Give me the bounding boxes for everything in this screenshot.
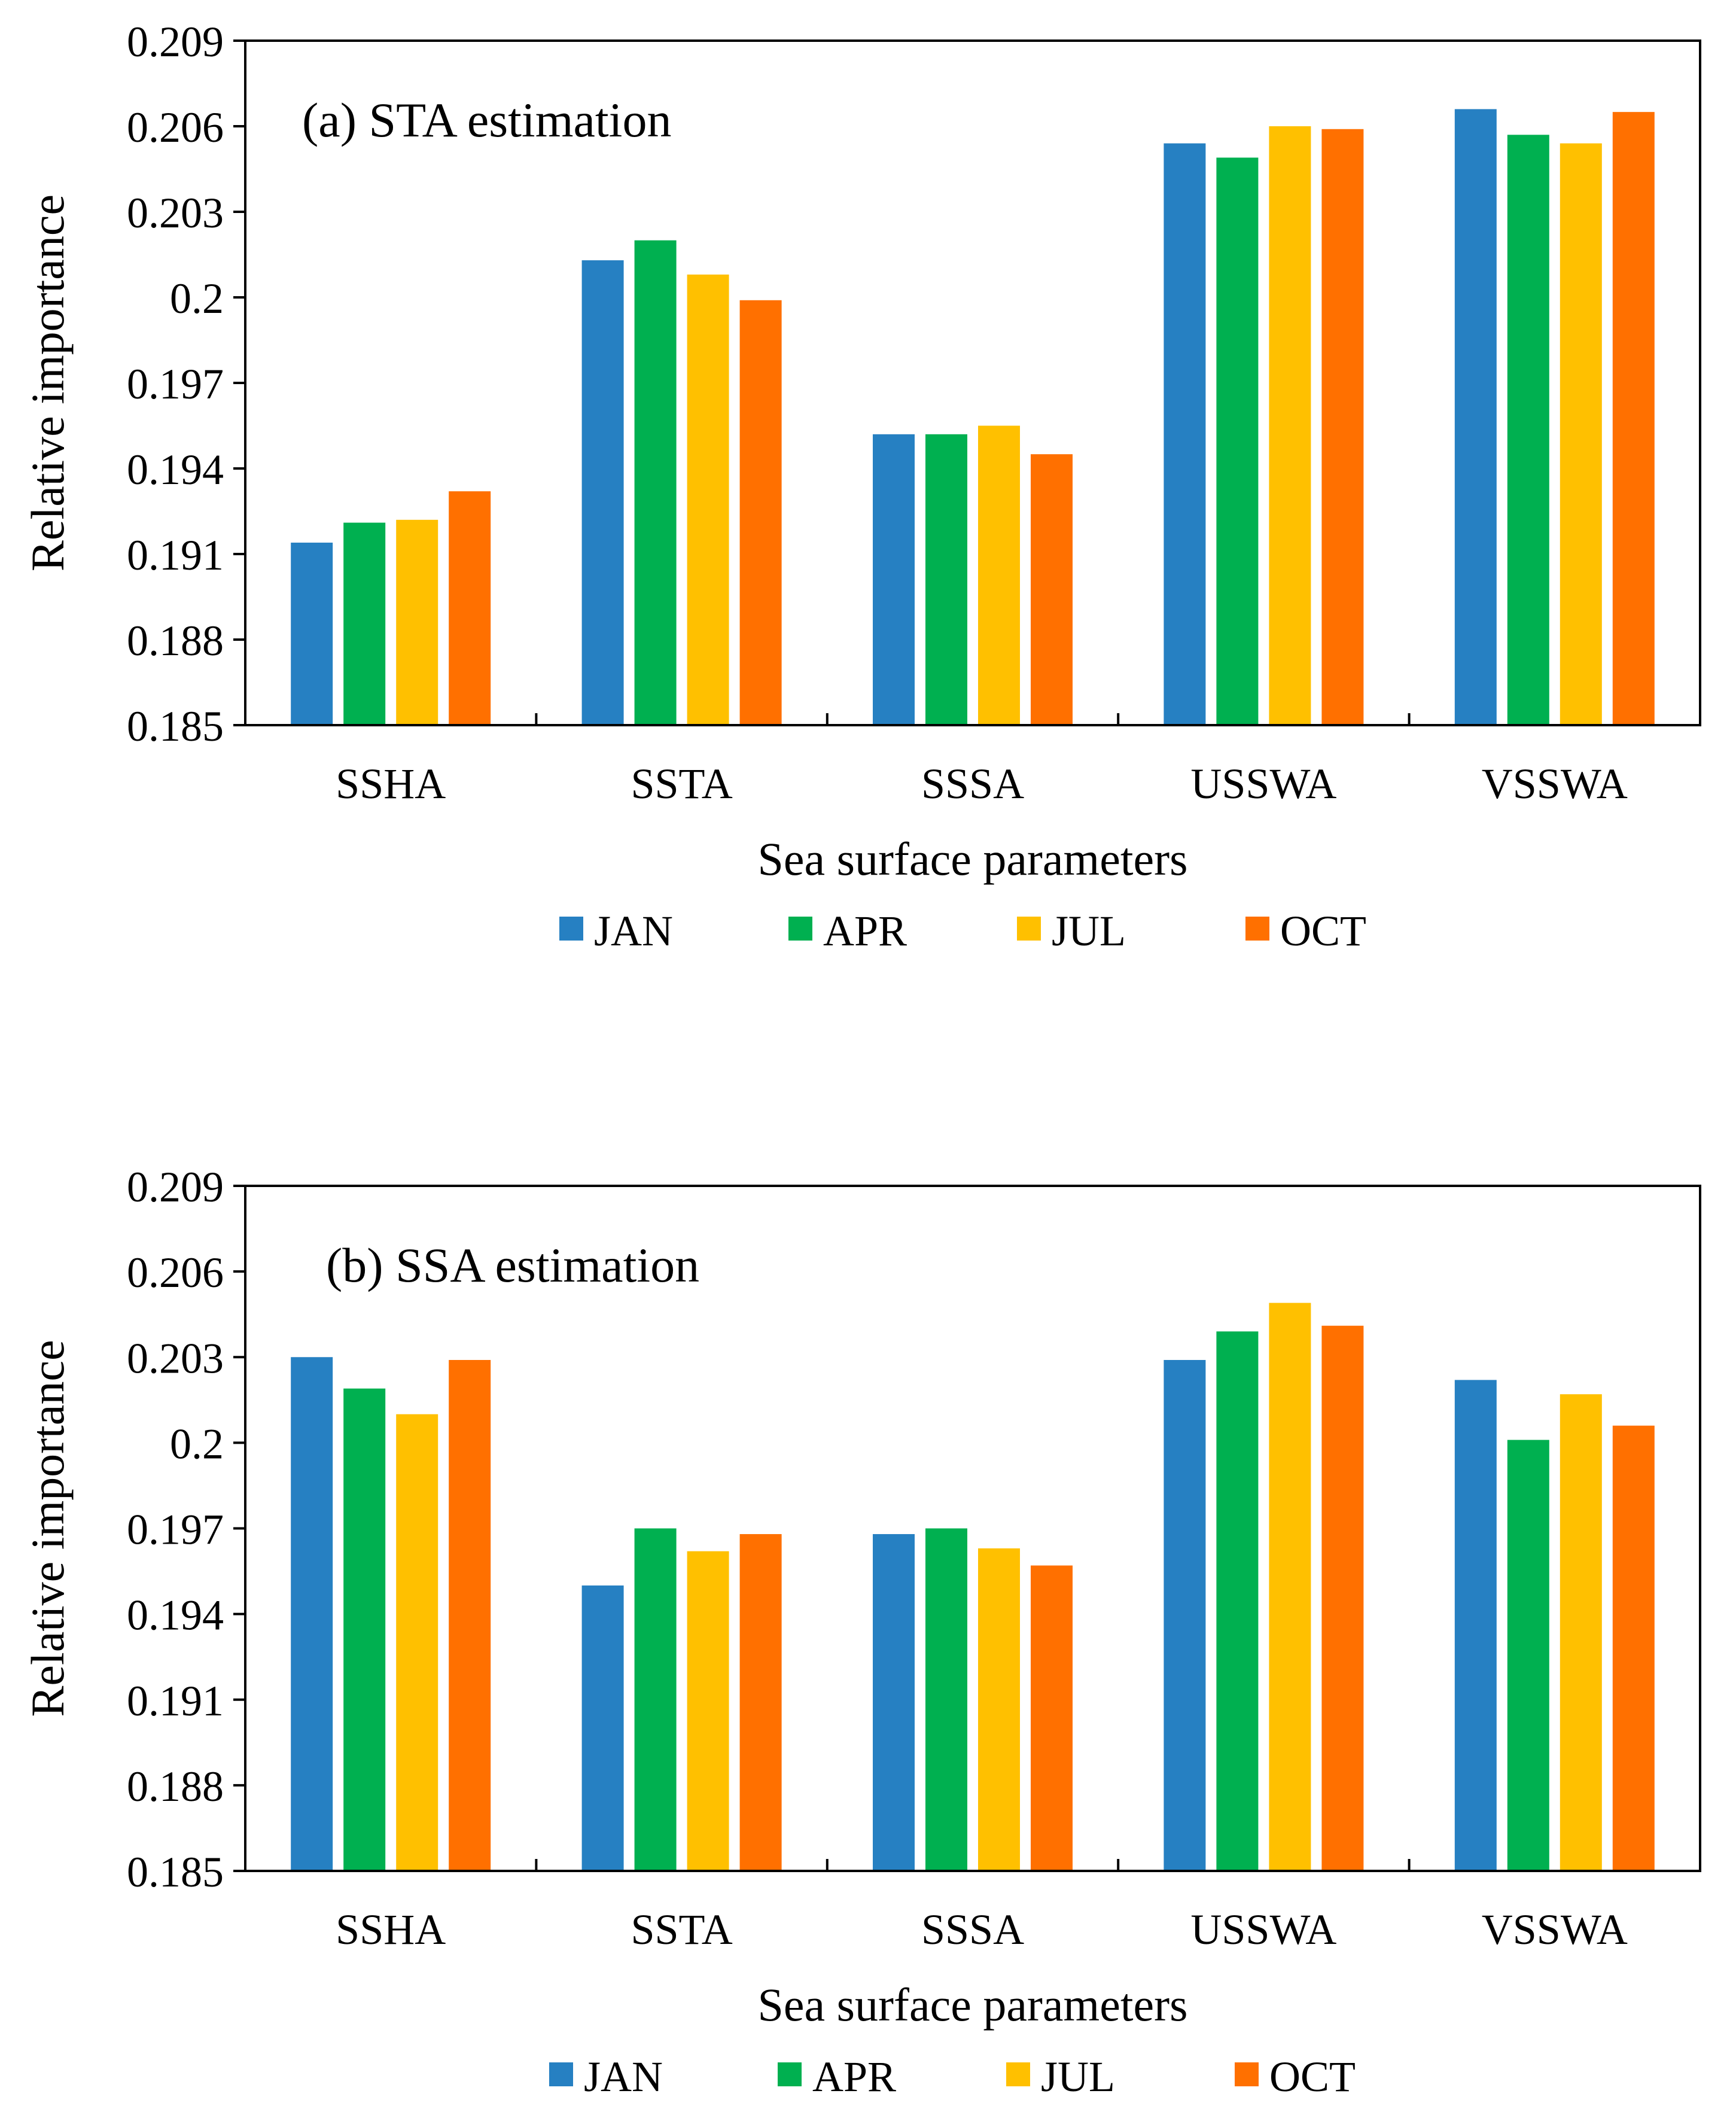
bar-apr-vsswa	[1507, 1440, 1549, 1871]
bar-jul-usswa	[1269, 126, 1311, 725]
x-tick-label: VSSWA	[1482, 1906, 1628, 1953]
legend-swatch-jul	[1017, 917, 1041, 941]
x-axis-label: Sea surface parameters	[758, 1979, 1188, 2031]
bar-oct-vsswa	[1612, 112, 1655, 726]
bar-jul-ssta	[687, 1551, 729, 1871]
bar-jul-ssha	[396, 519, 438, 725]
bar-jul-vsswa	[1560, 143, 1602, 726]
bar-apr-usswa	[1216, 1331, 1259, 1871]
bar-oct-ssta	[739, 1534, 782, 1871]
bar-jan-usswa	[1164, 1360, 1206, 1871]
x-tick-label: SSSA	[921, 760, 1024, 808]
y-tick-label: 0.191	[127, 531, 224, 579]
bar-oct-sssa	[1031, 1565, 1073, 1871]
chart-title: (a) STA estimation	[302, 93, 671, 147]
x-axis-label: Sea surface parameters	[758, 833, 1188, 885]
bar-jan-ssta	[581, 260, 624, 725]
legend-label-jan: JAN	[584, 2053, 663, 2101]
bar-jul-ssta	[687, 274, 729, 725]
legend-swatch-oct	[1245, 917, 1269, 941]
legend-swatch-jan	[549, 2062, 573, 2086]
bar-jan-sssa	[873, 1534, 915, 1871]
bar-apr-sssa	[925, 434, 967, 725]
y-tick-label: 0.194	[127, 1592, 224, 1639]
y-tick-label: 0.209	[127, 18, 224, 66]
bar-apr-ssha	[343, 522, 386, 725]
legend-label-jul: JUL	[1041, 2053, 1115, 2101]
bar-oct-ssha	[449, 1360, 491, 1871]
legend-swatch-apr	[788, 917, 812, 941]
bar-jul-vsswa	[1560, 1394, 1602, 1871]
legend: JAN APR JUL OCT	[549, 2053, 1356, 2101]
bar-oct-ssta	[739, 300, 782, 725]
x-tick-label: SSTA	[631, 760, 732, 808]
bar-apr-ssta	[634, 1528, 677, 1871]
bar-jan-vsswa	[1454, 1380, 1497, 1871]
bar-jan-ssha	[291, 542, 333, 725]
bar-apr-sssa	[925, 1528, 967, 1871]
bar-jul-sssa	[978, 1548, 1020, 1871]
x-tick-label: VSSWA	[1482, 760, 1628, 808]
x-tick-label: SSSA	[921, 1906, 1024, 1953]
y-axis-label: Relative importance	[22, 1340, 74, 1717]
bar-oct-ssha	[449, 491, 491, 725]
bar-apr-ssta	[634, 240, 677, 726]
chart-panel-b: 0.185 0.188 0.191 0.194 0.197 0.2 0.203 0.206 0.…	[22, 1163, 1701, 2101]
bar-oct-usswa	[1321, 129, 1364, 725]
legend: JAN APR JUL OCT	[559, 907, 1366, 955]
bar-apr-usswa	[1216, 157, 1259, 725]
y-tick-label: 0.185	[127, 1848, 224, 1896]
y-tick-label: 0.203	[127, 189, 224, 237]
bar-jan-usswa	[1164, 143, 1206, 726]
y-axis-label: Relative importance	[22, 194, 74, 571]
legend-label-jan: JAN	[594, 907, 673, 955]
legend-label-apr: APR	[823, 907, 907, 955]
y-tick-label: 0.203	[127, 1334, 224, 1382]
y-tick-label: 0.191	[127, 1677, 224, 1725]
y-tick-label: 0.206	[127, 1249, 224, 1297]
legend-label-apr: APR	[812, 2053, 896, 2101]
bar-oct-usswa	[1321, 1325, 1364, 1871]
y-tick-label: 0.197	[127, 360, 224, 408]
legend-swatch-apr	[778, 2062, 802, 2086]
bar-jan-sssa	[873, 434, 915, 725]
bar-oct-sssa	[1031, 454, 1073, 725]
x-tick-label: USSWA	[1190, 760, 1336, 808]
y-tick-label: 0.188	[127, 1763, 224, 1810]
bar-jan-vsswa	[1454, 109, 1497, 725]
bar-jul-ssha	[396, 1414, 438, 1871]
y-tick-label: 0.206	[127, 104, 224, 151]
y-tick-label: 0.2	[170, 1420, 224, 1468]
y-tick-label: 0.194	[127, 446, 224, 494]
chart-title: (b) SSA estimation	[326, 1238, 699, 1292]
legend-label-jul: JUL	[1052, 907, 1126, 955]
bar-jul-usswa	[1269, 1303, 1311, 1871]
chart-panel-a: 0.185 0.188 0.191 0.194 0.197 0.2 0.203 0.206 0.…	[22, 18, 1701, 955]
bar-apr-vsswa	[1507, 135, 1549, 726]
y-tick-label: 0.197	[127, 1506, 224, 1554]
x-tick-label: SSTA	[631, 1906, 732, 1953]
legend-label-oct: OCT	[1269, 2053, 1356, 2101]
x-tick-label: USSWA	[1190, 1906, 1336, 1953]
bar-apr-ssha	[343, 1388, 386, 1871]
y-tick-label: 0.188	[127, 617, 224, 665]
y-tick-label: 0.209	[127, 1163, 224, 1211]
bar-jan-ssta	[581, 1585, 624, 1871]
y-tick-label: 0.185	[127, 702, 224, 750]
bar-jan-ssha	[291, 1357, 333, 1871]
bar-jul-sssa	[978, 425, 1020, 725]
bar-oct-vsswa	[1612, 1425, 1655, 1871]
legend-swatch-jan	[559, 917, 583, 941]
y-tick-label: 0.2	[170, 275, 224, 322]
legend-label-oct: OCT	[1280, 907, 1366, 955]
legend-swatch-jul	[1006, 2062, 1030, 2086]
x-tick-label: SSHA	[336, 1906, 446, 1953]
legend-swatch-oct	[1235, 2062, 1259, 2086]
x-tick-label: SSHA	[336, 760, 446, 808]
